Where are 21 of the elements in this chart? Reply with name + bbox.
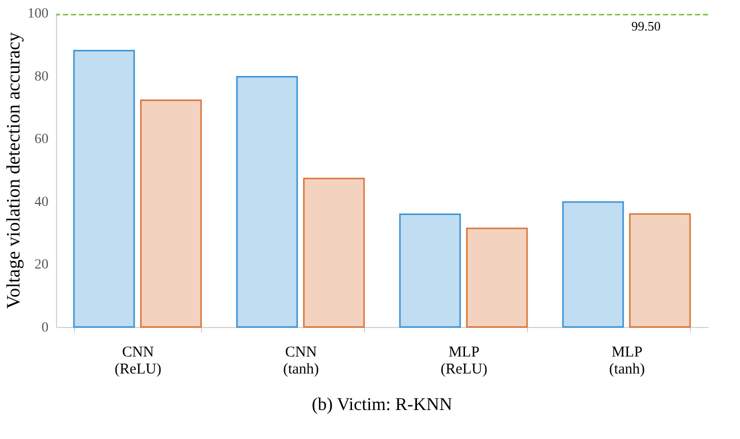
bar [466,228,528,328]
bar [303,178,365,328]
x-tick-label: MLP (tanh) [609,344,645,378]
x-tick-label: CNN (tanh) [283,344,319,378]
y-tick-label: 20 [34,258,48,273]
y-tick-label: 80 [34,69,48,84]
bar [629,213,691,328]
bar [73,50,135,328]
y-axis-title: Voltage violation detection accuracy [4,32,24,309]
bar [140,100,202,328]
text: (b) Victim: R-KNN [312,394,452,414]
y-tick-label: 60 [34,132,48,148]
y-tick-label: 100 [28,6,48,22]
bar [399,214,461,328]
x-tick-label: CNN (ReLU) [114,344,162,378]
x-tick-label: MLP (ReLU) [440,344,488,378]
y-tick-label: 0 [42,320,48,336]
bar [236,76,298,328]
y-tick-label: 40 [34,194,48,210]
ref-line-label: 99.50 [631,18,661,34]
bar [562,201,624,328]
